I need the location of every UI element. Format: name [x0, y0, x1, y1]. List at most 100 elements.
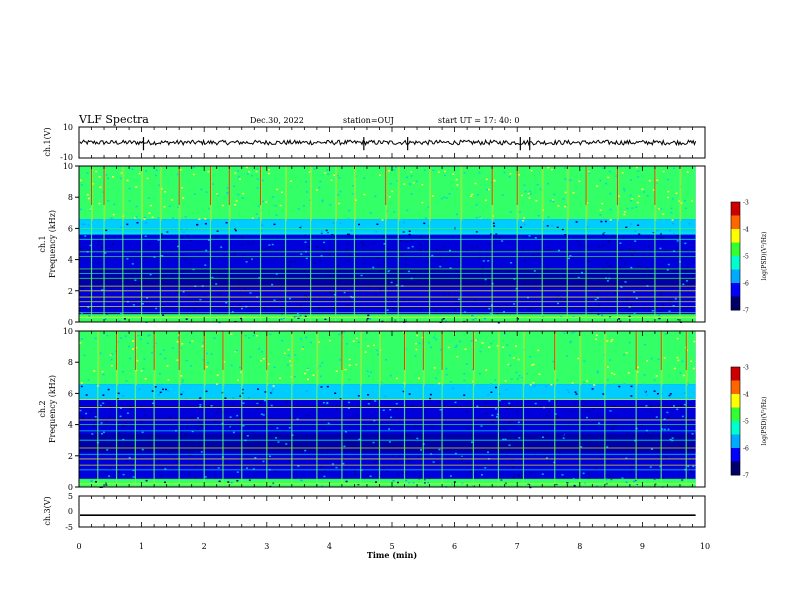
ch1-spectrogram-speckle — [402, 231, 405, 233]
ch2-spectrogram-speckle — [597, 446, 600, 448]
ch2-spectrogram-speckle — [379, 474, 382, 477]
ch1-spectrogram-speckle — [251, 217, 254, 219]
ch1-spectrogram-speckle — [193, 193, 196, 195]
ch2-spectrogram-speckle — [487, 451, 489, 453]
ch2-spectrogram-speckle — [609, 359, 612, 361]
ch2-spectrogram-speckle — [691, 433, 694, 435]
ch2-spectrogram-speckle — [151, 351, 153, 354]
ch2-spectrogram-speckle — [83, 354, 86, 357]
ch1-spectrogram-speckle — [97, 244, 100, 246]
ch1-spectrogram-speckle — [299, 227, 302, 229]
ch2-spectrogram-speckle — [352, 340, 355, 342]
date-label: Dec.30, 2022 — [250, 116, 304, 125]
ch1-spectrogram-speckle — [184, 216, 187, 218]
ch2-spectrogram-speckle — [151, 390, 154, 392]
ch1-spectrogram-speckle — [662, 170, 665, 173]
ch1-spectrogram-speckle — [346, 303, 349, 306]
ch1-spectrogram-speckle — [661, 303, 664, 305]
ch1-spectrogram-speckle — [390, 281, 393, 284]
ch1-spectrogram-ytick-label: 2 — [68, 287, 73, 296]
ch2-spectrogram-speckle — [502, 346, 505, 348]
ch2-spectrogram-speckle — [395, 408, 398, 410]
ch1-spectrogram-speckle — [557, 302, 559, 305]
ch2-spectrogram-speckle — [677, 359, 680, 362]
ch2-spectrogram-speckle — [566, 389, 569, 391]
ch2-spectrogram-speckle — [274, 470, 277, 472]
ch1-spectrogram-speckle — [208, 207, 211, 210]
ch1-spectrogram-speckle — [466, 249, 469, 251]
ch2-spectrogram-speckle — [81, 444, 84, 446]
ch2-spectrogram-speckle — [141, 431, 144, 434]
ch2-spectrogram-speckle — [331, 463, 334, 465]
ch1-spectrogram-speckle — [237, 277, 240, 279]
ch1-spectrogram-speckle — [572, 316, 575, 318]
ch1-spectrogram-speckle — [686, 266, 689, 269]
ch2-spectrogram-speckle — [341, 458, 344, 461]
ch1-spectrogram-speckle — [623, 213, 626, 216]
ch1-spectrogram-speckle — [668, 310, 671, 312]
ch1-spectrogram-speckle — [605, 262, 608, 264]
ch2-spectrogram-speckle — [190, 453, 193, 456]
ch1-spectrogram-speckle — [347, 218, 350, 220]
ch2-spectrogram-speckle — [248, 337, 250, 339]
ch1-spectrogram-speckle — [268, 244, 271, 246]
ch2-spectrogram-speckle — [263, 451, 266, 454]
ch2-spectrogram-speckle — [406, 433, 409, 435]
ch2-spectrogram-speckle — [95, 481, 97, 483]
ch1-spectrogram-speckle — [99, 186, 102, 189]
ch1-spectrogram-speckle — [245, 261, 248, 263]
ch2-spectrogram-speckle — [215, 383, 218, 385]
ch2-spectrogram-speckle — [216, 374, 219, 376]
ch1-spectrogram-speckle — [105, 229, 108, 232]
ch2-spectrogram-speckle — [117, 392, 120, 395]
ch1-spectrogram-speckle — [630, 268, 632, 271]
ch2-spectrogram-speckle — [158, 460, 161, 462]
ch2-spectrogram-speckle — [302, 346, 305, 348]
ch1-spectrogram-speckle — [97, 262, 100, 264]
ch1-spectrogram-ytick-label: 6 — [68, 224, 73, 233]
ch2-spectrogram-speckle — [133, 383, 136, 386]
ch1-waveform-ylabel: ch.1(V) — [43, 127, 52, 156]
ch1-spectrogram-speckle — [157, 217, 160, 219]
ch2-colorbar-tick-label: -5 — [743, 419, 749, 426]
ch1-spectrogram-speckle — [225, 302, 228, 304]
ch1-spectrogram-speckle — [537, 237, 540, 240]
ch2-spectrogram-speckle — [395, 461, 398, 463]
ch2-spectrogram-ytick-label: 0 — [68, 483, 73, 492]
ch1-spectrogram-speckle — [668, 229, 671, 232]
ch2-spectrogram-speckle — [438, 382, 441, 385]
ch1-spectrogram-speckle — [240, 244, 243, 246]
ch1-spectrogram-speckle — [586, 226, 589, 228]
ch2-spectrogram-ytick-label: 2 — [68, 452, 73, 461]
ch1-spectrogram-speckle — [620, 286, 623, 288]
ch1-spectrogram-speckle — [258, 217, 260, 220]
ch1-spectrogram-speckle — [528, 197, 531, 199]
ch2-spectrogram-speckle — [334, 392, 337, 394]
ch1-spectrogram-speckle — [296, 313, 299, 315]
ch2-spectrogram-speckle — [256, 402, 259, 404]
ch1-spectrogram-speckle — [106, 237, 109, 240]
ch1-spectrogram-speckle — [547, 246, 550, 249]
ch1-spectrogram-speckle — [200, 188, 203, 191]
ch2-spectrogram-speckle — [237, 379, 239, 381]
ch1-spectrogram-speckle — [439, 256, 442, 259]
ch1-spectrogram-ylabel-channel: ch.1 — [38, 235, 47, 252]
ch2-spectrogram-speckle — [526, 373, 529, 375]
ch2-spectrogram-speckle — [85, 394, 88, 396]
ch1-spectrogram-speckle — [631, 207, 634, 209]
ch2-spectrogram-speckle — [478, 440, 481, 442]
ch1-spectrogram-speckle — [237, 286, 240, 289]
ch1-spectrogram-speckle — [154, 270, 157, 273]
ch2-spectrogram-speckle — [574, 391, 577, 393]
ch1-spectrogram-speckle — [112, 213, 115, 216]
ch2-spectrogram-speckle — [563, 332, 566, 334]
ch2-spectrogram-speckle — [651, 410, 654, 413]
ch2-spectrogram-speckle — [429, 397, 432, 400]
ch1-spectrogram-speckle — [537, 252, 539, 255]
ch2-spectrogram-speckle — [344, 368, 347, 371]
ch2-spectrogram-speckle — [479, 350, 482, 353]
ch2-spectrogram-speckle — [667, 428, 670, 431]
ch2-spectrogram-speckle — [240, 371, 242, 373]
ch2-spectrogram-speckle — [125, 380, 128, 382]
ch1-spectrogram-speckle — [478, 256, 481, 258]
